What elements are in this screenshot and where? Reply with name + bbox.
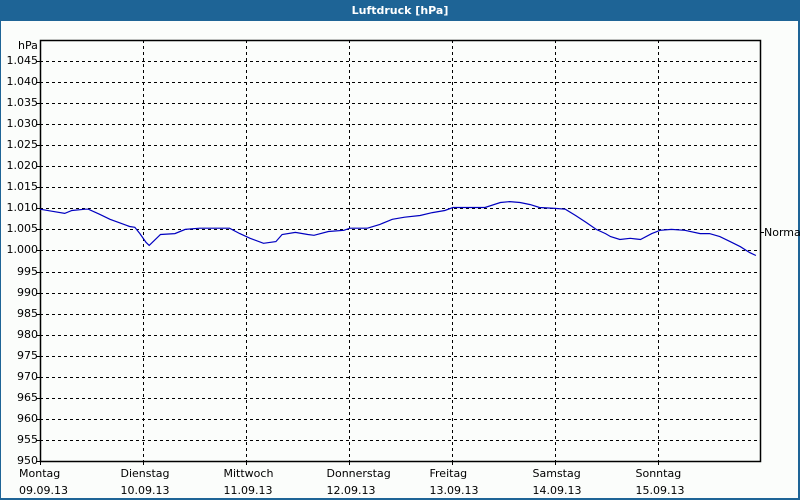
- x-tick-day: Mittwoch: [223, 467, 274, 480]
- chart-panel: [1, 21, 798, 498]
- x-tick-date: 15.09.13: [635, 484, 685, 497]
- y-tick-label: 1.005: [6, 221, 39, 235]
- y-tick-label: 955: [17, 432, 38, 446]
- x-tick-day: Donnerstag: [326, 467, 391, 480]
- y-tick-label: 1.025: [6, 137, 39, 151]
- y-tick-label: 1.035: [6, 95, 39, 109]
- y-tick-label: 990: [17, 285, 38, 299]
- x-tick-label: Samstag 14.09.13: [533, 465, 582, 499]
- y-tick-label: 975: [17, 348, 38, 362]
- y-tick-label: 995: [17, 264, 38, 278]
- y-tick-label: 1.015: [6, 179, 39, 193]
- x-tick-label: Dienstag 10.09.13: [121, 465, 170, 499]
- x-tick-date: 12.09.13: [326, 484, 376, 497]
- x-tick-date: 11.09.13: [223, 484, 273, 497]
- y-tick-label: 1.030: [6, 116, 39, 130]
- x-tick-label: Sonntag 15.09.13: [636, 465, 685, 499]
- normal-marker-label: Normal: [764, 225, 800, 239]
- x-tick-day: Sonntag: [635, 467, 682, 480]
- y-tick-label: 1.000: [6, 242, 39, 256]
- y-axis-unit: hPa: [18, 39, 38, 52]
- x-tick-label: Donnerstag 12.09.13: [327, 465, 391, 499]
- x-tick-label: Mittwoch 11.09.13: [224, 465, 274, 499]
- y-tick-label: 985: [17, 306, 38, 320]
- x-tick-date: 14.09.13: [532, 484, 582, 497]
- y-tick-label: 1.010: [6, 200, 39, 214]
- x-tick-date: 13.09.13: [429, 484, 479, 497]
- x-tick-day: Montag: [19, 467, 61, 480]
- x-tick-label: Montag 09.09.13: [19, 465, 68, 499]
- y-tick-label: 970: [17, 369, 38, 383]
- y-tick-label: 1.040: [6, 74, 39, 88]
- y-tick-label: 1.020: [6, 158, 39, 172]
- window-title: Luftdruck [hPa]: [0, 0, 800, 21]
- x-tick-day: Dienstag: [120, 467, 170, 480]
- y-tick-label: 960: [17, 411, 38, 425]
- x-tick-label: Freitag 13.09.13: [430, 465, 479, 499]
- y-tick-label: 980: [17, 327, 38, 341]
- x-tick-day: Freitag: [429, 467, 468, 480]
- x-tick-date: 09.09.13: [19, 484, 68, 497]
- y-tick-label: 965: [17, 390, 38, 404]
- plot-frame: [39, 39, 762, 463]
- x-tick-day: Samstag: [532, 467, 581, 480]
- pressure-line: [39, 200, 757, 257]
- y-tick-label: 1.045: [6, 53, 39, 67]
- y-tick-label: 950: [17, 453, 38, 467]
- x-tick-date: 10.09.13: [120, 484, 170, 497]
